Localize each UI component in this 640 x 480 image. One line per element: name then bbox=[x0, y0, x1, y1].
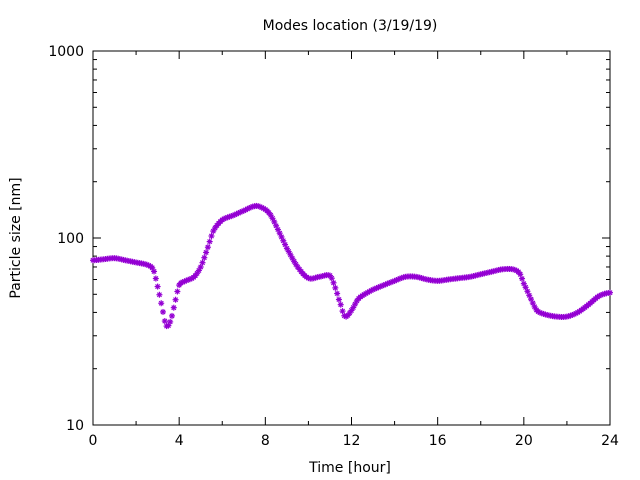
x-tick-label: 0 bbox=[89, 433, 98, 449]
data-point bbox=[607, 289, 613, 296]
x-axis-label: Time [hour] bbox=[308, 460, 391, 476]
data-point bbox=[334, 290, 341, 297]
data-point bbox=[203, 249, 210, 256]
data-point bbox=[206, 238, 213, 245]
x-tick-label: 8 bbox=[261, 433, 270, 449]
data-point bbox=[174, 288, 181, 295]
y-tick-label: 1000 bbox=[48, 44, 84, 60]
data-point bbox=[168, 312, 175, 319]
y-tick-label: 100 bbox=[57, 231, 84, 247]
data-point bbox=[204, 244, 211, 251]
data-points bbox=[90, 202, 613, 330]
x-tick-label: 24 bbox=[601, 433, 619, 449]
axes: 0 4 8 12 16 20 24 10 100 1000 bbox=[48, 44, 619, 449]
chart-title: Modes location (3/19/19) bbox=[263, 18, 438, 34]
data-point bbox=[208, 233, 215, 240]
data-point bbox=[158, 300, 165, 307]
data-point bbox=[161, 318, 168, 325]
data-point bbox=[332, 284, 339, 291]
data-point bbox=[154, 283, 161, 290]
x-tick-label: 16 bbox=[429, 433, 447, 449]
data-point bbox=[167, 318, 174, 325]
y-axis-label: Particle size [nm] bbox=[8, 177, 24, 298]
data-point bbox=[172, 296, 179, 303]
data-point bbox=[328, 275, 335, 282]
data-point bbox=[170, 304, 177, 311]
data-point bbox=[156, 291, 163, 298]
data-point bbox=[335, 296, 342, 303]
data-point bbox=[348, 307, 355, 314]
data-point bbox=[151, 268, 158, 275]
data-point bbox=[160, 308, 167, 315]
data-point bbox=[201, 254, 208, 261]
x-tick-label: 20 bbox=[515, 433, 533, 449]
y-tick-label: 10 bbox=[66, 418, 84, 434]
data-point bbox=[519, 275, 526, 282]
data-point bbox=[199, 259, 206, 266]
data-point bbox=[337, 301, 344, 308]
data-point bbox=[330, 279, 337, 286]
data-point bbox=[152, 275, 159, 282]
x-tick-label: 4 bbox=[175, 433, 184, 449]
plot-area bbox=[92, 50, 611, 426]
data-point bbox=[339, 308, 346, 315]
x-tick-label: 12 bbox=[343, 433, 361, 449]
